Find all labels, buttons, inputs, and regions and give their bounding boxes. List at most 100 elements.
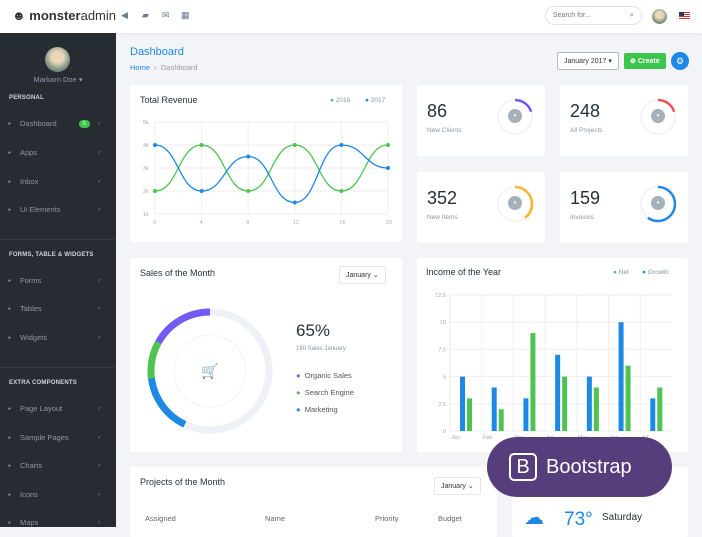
legend-growth: ● Growth xyxy=(642,269,669,276)
bootstrap-label: Bootstrap xyxy=(546,455,632,478)
search-input[interactable]: Search for... ⌕ xyxy=(545,6,642,25)
breadcrumb: Home › Dashboard xyxy=(130,63,198,72)
topbar: ☻ monsteradmin ◀ ▰ ✉ ▦ Search for... ⌕ xyxy=(0,0,702,33)
collapse-icon[interactable]: ◀ xyxy=(121,10,128,20)
document-icon: • xyxy=(651,196,665,210)
month-select[interactable]: January ⌄ xyxy=(339,266,386,284)
page-title: Dashboard xyxy=(130,46,184,58)
breadcrumb-home[interactable]: Home xyxy=(130,63,151,72)
search-icon[interactable]: ⌕ xyxy=(629,10,634,19)
stat-card-all-projects: 248 All Projects • xyxy=(560,85,688,156)
sidebar-item-label: Sample Pages xyxy=(20,433,69,442)
sidebar-item-charts[interactable]: ▪ Charts ‹ xyxy=(8,461,108,470)
chevron-left-icon: ‹ xyxy=(98,206,100,213)
cart-icon: 🛒 xyxy=(201,363,218,380)
chevron-left-icon: ‹ xyxy=(98,334,100,341)
data-point xyxy=(386,143,390,147)
stat-card-new-items: 352 New Items • xyxy=(417,172,545,243)
count-badge: 5 xyxy=(78,119,90,128)
sidebar-item-ui-elements[interactable]: ▪ Ui Elements ‹ xyxy=(8,205,108,214)
temperature: 73° xyxy=(564,509,593,530)
progress-arc xyxy=(639,98,677,136)
sidebar-item-label: Icons xyxy=(20,490,38,499)
sidebar-item-tables[interactable]: ▪ Tables ‹ xyxy=(8,304,108,313)
sidebar-item-forms[interactable]: ▪ Forms ‹ xyxy=(8,276,108,285)
sidebar-item-page-layout[interactable]: ▪ Page Layout ‹ xyxy=(8,404,108,413)
sidebar-item-widgets[interactable]: ▪ Widgets ‹ xyxy=(8,333,108,342)
month-select[interactable]: January ⌄ xyxy=(434,477,481,495)
column-header: Assigned xyxy=(145,514,176,523)
stat-card-new-clients: 86 New Clients • xyxy=(417,85,545,156)
y-tick-label: 7.5 xyxy=(438,347,446,353)
y-tick-label: 2.5 xyxy=(438,402,446,408)
divider xyxy=(0,239,116,240)
chevron-left-icon: ‹ xyxy=(98,120,100,127)
sidebar-item-dashboard[interactable]: ▪ Dashboard 5 ‹ xyxy=(8,119,108,128)
sidebar-section-title: PERSONAL xyxy=(9,95,44,101)
settings-gear-icon[interactable]: ⚙ xyxy=(671,52,689,70)
chevron-left-icon: ‹ xyxy=(98,434,100,441)
sidebar-item-label: Dashboard xyxy=(20,119,57,128)
bar-growth xyxy=(586,376,592,431)
sales-subtitle: 160 Sales January xyxy=(296,346,346,352)
sidebar-item-label: Inbox xyxy=(20,177,39,186)
sidebar-item-label: Forms xyxy=(20,276,42,285)
bar-growth xyxy=(618,322,624,431)
brand-logo[interactable]: ☻ monsteradmin xyxy=(12,8,117,23)
period-dropdown[interactable]: January 2017 ▾ xyxy=(557,52,619,70)
bar-growth xyxy=(650,398,656,431)
data-point xyxy=(153,189,157,193)
y-tick-label: 5 xyxy=(443,375,446,381)
sales-legend-item: ● Organic Sales xyxy=(296,371,352,380)
stat-card-invoices: 159 Invoices • xyxy=(560,172,688,243)
stat-progress-ring xyxy=(639,185,677,223)
avatar[interactable] xyxy=(652,9,667,24)
sales-percent: 65% xyxy=(296,321,331,340)
chevron-left-icon: ‹ xyxy=(98,519,100,526)
sales-legend-item: ● Search Engine xyxy=(296,388,354,397)
stat-value: 352 xyxy=(427,188,458,208)
user-menu[interactable]: Markarn Doe ▾ xyxy=(33,75,83,84)
stat-label: Invoices xyxy=(570,214,594,221)
mail-icon[interactable]: ✉ xyxy=(162,10,170,20)
chevron-left-icon: ‹ xyxy=(98,277,100,284)
grid-icon[interactable]: ▦ xyxy=(181,10,190,20)
divider xyxy=(0,367,116,368)
data-point xyxy=(153,143,157,147)
stat-progress-ring xyxy=(639,98,677,136)
bar-net xyxy=(562,376,568,431)
messages-icon[interactable]: ▰ xyxy=(142,10,149,20)
gauge-icon: ▪ xyxy=(8,119,11,128)
sidebar-item-inbox[interactable]: ▪ Inbox ‹ xyxy=(8,177,108,186)
data-point xyxy=(292,200,297,205)
chevron-left-icon: ‹ xyxy=(98,178,100,185)
sidebar-item-sample-pages[interactable]: ▪ Sample Pages ‹ xyxy=(8,433,108,442)
x-tick-label: 12 xyxy=(293,220,299,226)
sidebar-item-label: Page Layout xyxy=(20,404,63,413)
bar-net xyxy=(467,398,472,431)
sidebar-item-maps[interactable]: ▪ Maps ‹ xyxy=(8,518,108,527)
bar-net xyxy=(625,365,631,431)
pin-icon: ▪ xyxy=(8,518,11,527)
sidebar-item-apps[interactable]: ▪ Apps ‹ xyxy=(8,148,108,157)
data-point xyxy=(292,143,297,147)
data-point xyxy=(246,154,251,159)
us-flag-icon[interactable] xyxy=(679,12,690,20)
stat-progress-ring xyxy=(496,185,534,223)
data-point xyxy=(199,143,204,147)
sidebar-item-icons[interactable]: ▪ Icons ‹ xyxy=(8,490,108,499)
x-tick-label: Feb xyxy=(483,435,492,441)
sidebar-item-label: Ui Elements xyxy=(20,205,61,214)
y-tick-label: 2k xyxy=(143,189,149,195)
sales-legend-item: ● Marketing xyxy=(296,405,338,414)
user-icon: • xyxy=(508,109,522,123)
create-button[interactable]: ⊕ Create xyxy=(624,53,666,69)
bubbles-icon: ▪ xyxy=(8,205,11,214)
star-icon: • xyxy=(508,196,522,210)
chevron-left-icon: ‹ xyxy=(98,462,100,469)
x-tick-label: 16 xyxy=(339,220,345,226)
bar-net xyxy=(530,333,536,431)
stat-label: New Items xyxy=(427,214,458,221)
bar-growth xyxy=(460,376,465,431)
